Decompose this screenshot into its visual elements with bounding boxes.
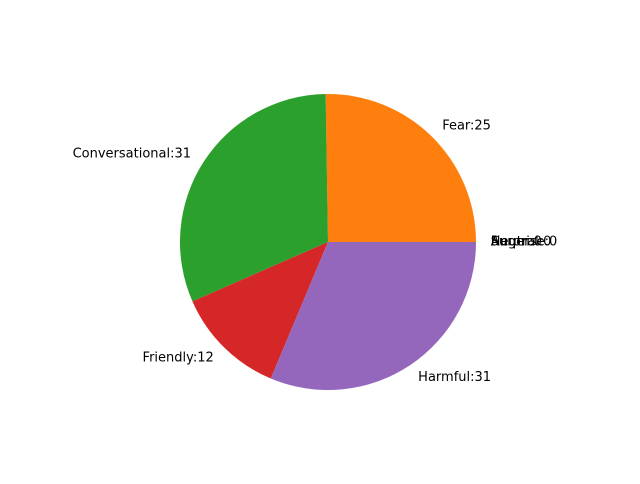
pie-label-neutral: Neutral:0 [491, 235, 552, 250]
pie-label-fear: Fear:25 [442, 118, 491, 133]
pie-slice-conversational [180, 94, 328, 302]
pie-labels: Anger:0 Fear:25 Conversational:31 Friendly:… [73, 118, 558, 385]
pie-label-friendly: Friendly:12 [143, 351, 214, 366]
pie-label-conversational: Conversational:31 [73, 146, 191, 161]
pie-label-surprise: Surprise:0 [491, 235, 557, 250]
pie-slice-harmful [270, 242, 476, 391]
pie-slice-fear [325, 94, 476, 242]
pie-slices [180, 94, 476, 391]
pie-slice-friendly [192, 242, 328, 379]
pie-label-anger: Anger:0 [491, 235, 542, 250]
pie-label-harmful: Harmful:31 [418, 370, 491, 385]
